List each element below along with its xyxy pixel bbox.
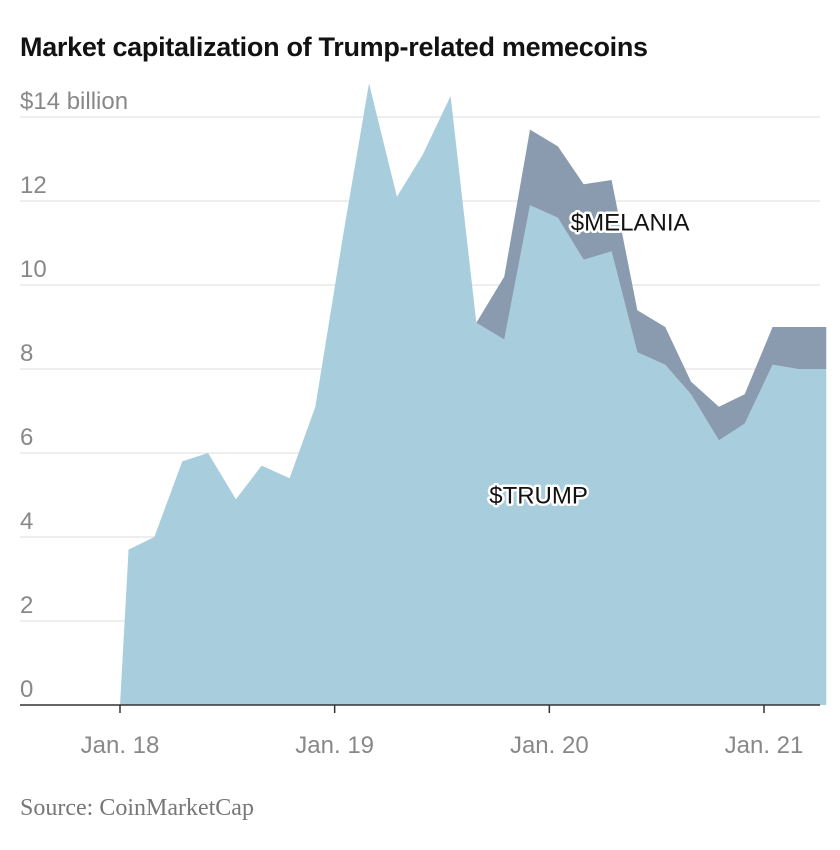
y-tick-label: 12 [20, 172, 47, 199]
y-tick-label: 4 [20, 508, 33, 535]
area-trump [120, 83, 827, 705]
axes: Jan. 18 Jan. 19 Jan. 20 Jan. 21 [20, 704, 820, 759]
series-label-melania: $MELANIA [571, 209, 690, 236]
source-note: Source: CoinMarketCap [20, 795, 254, 821]
x-tick-label: Jan. 20 [510, 732, 589, 759]
area-series [120, 83, 827, 705]
y-tick-label: $14 billion [20, 88, 128, 115]
y-tick-label: 6 [20, 424, 33, 451]
x-tick-label: Jan. 18 [81, 732, 160, 759]
y-tick-label: 0 [20, 676, 33, 703]
series-labels: $MELANIA $TRUMP [487, 207, 692, 512]
area-melania [476, 129, 827, 441]
series-label-trump: $TRUMP [489, 482, 588, 509]
y-tick-label: 2 [20, 592, 33, 619]
y-tick-label: 8 [20, 340, 33, 367]
x-tick-label: Jan. 21 [725, 732, 804, 759]
y-tick-label: 10 [20, 256, 47, 283]
chart-title: Market capitalization of Trump-related m… [20, 32, 648, 62]
x-tick-label: Jan. 19 [295, 732, 374, 759]
